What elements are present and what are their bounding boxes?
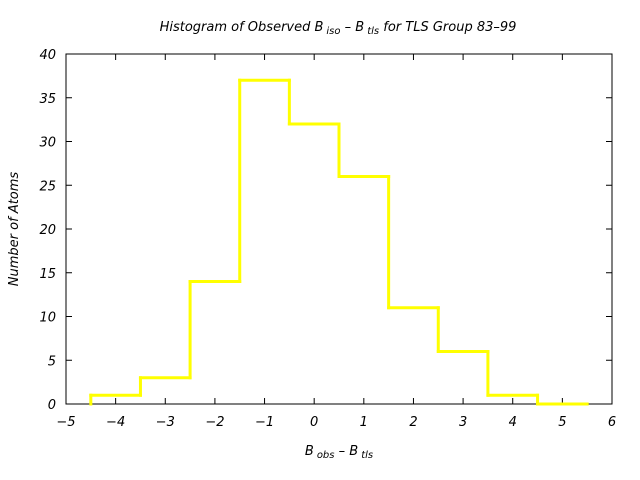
y-axis: 0 5 10 15 20 25 30 35 40 — [39, 48, 612, 413]
y-tick-label: 10 — [39, 311, 56, 326]
plot-area-frame — [65, 53, 613, 405]
x-tick-label: 1 — [360, 415, 368, 430]
y-tick-label: 15 — [39, 267, 56, 282]
x-tick-label: 2 — [409, 415, 417, 430]
x-tick-label: 0 — [310, 415, 318, 430]
y-tick-label: 0 — [48, 398, 56, 413]
x-tick-label: −4 — [106, 415, 125, 430]
x-tick-label: 3 — [459, 415, 467, 430]
x-tick-label: 5 — [558, 415, 566, 430]
y-tick-label: 25 — [39, 179, 56, 194]
y-tick-label: 35 — [39, 92, 56, 107]
x-tick-label: −3 — [156, 415, 175, 430]
histogram-steps — [89, 78, 589, 406]
x-axis: −5 −4 −3 −2 −1 0 1 2 3 4 5 6 — [56, 54, 616, 430]
x-tick-label: 4 — [509, 415, 517, 430]
x-tick-label: −5 — [56, 415, 75, 430]
x-tick-label: −2 — [205, 415, 224, 430]
y-axis-label: Number of Atoms — [7, 172, 22, 287]
x-tick-label: 6 — [608, 415, 616, 430]
y-tick-label: 5 — [48, 354, 56, 369]
x-tick-label: −1 — [255, 415, 274, 430]
y-tick-label: 20 — [39, 223, 56, 238]
y-tick-label: 30 — [39, 136, 56, 151]
y-tick-label: 40 — [39, 48, 56, 63]
